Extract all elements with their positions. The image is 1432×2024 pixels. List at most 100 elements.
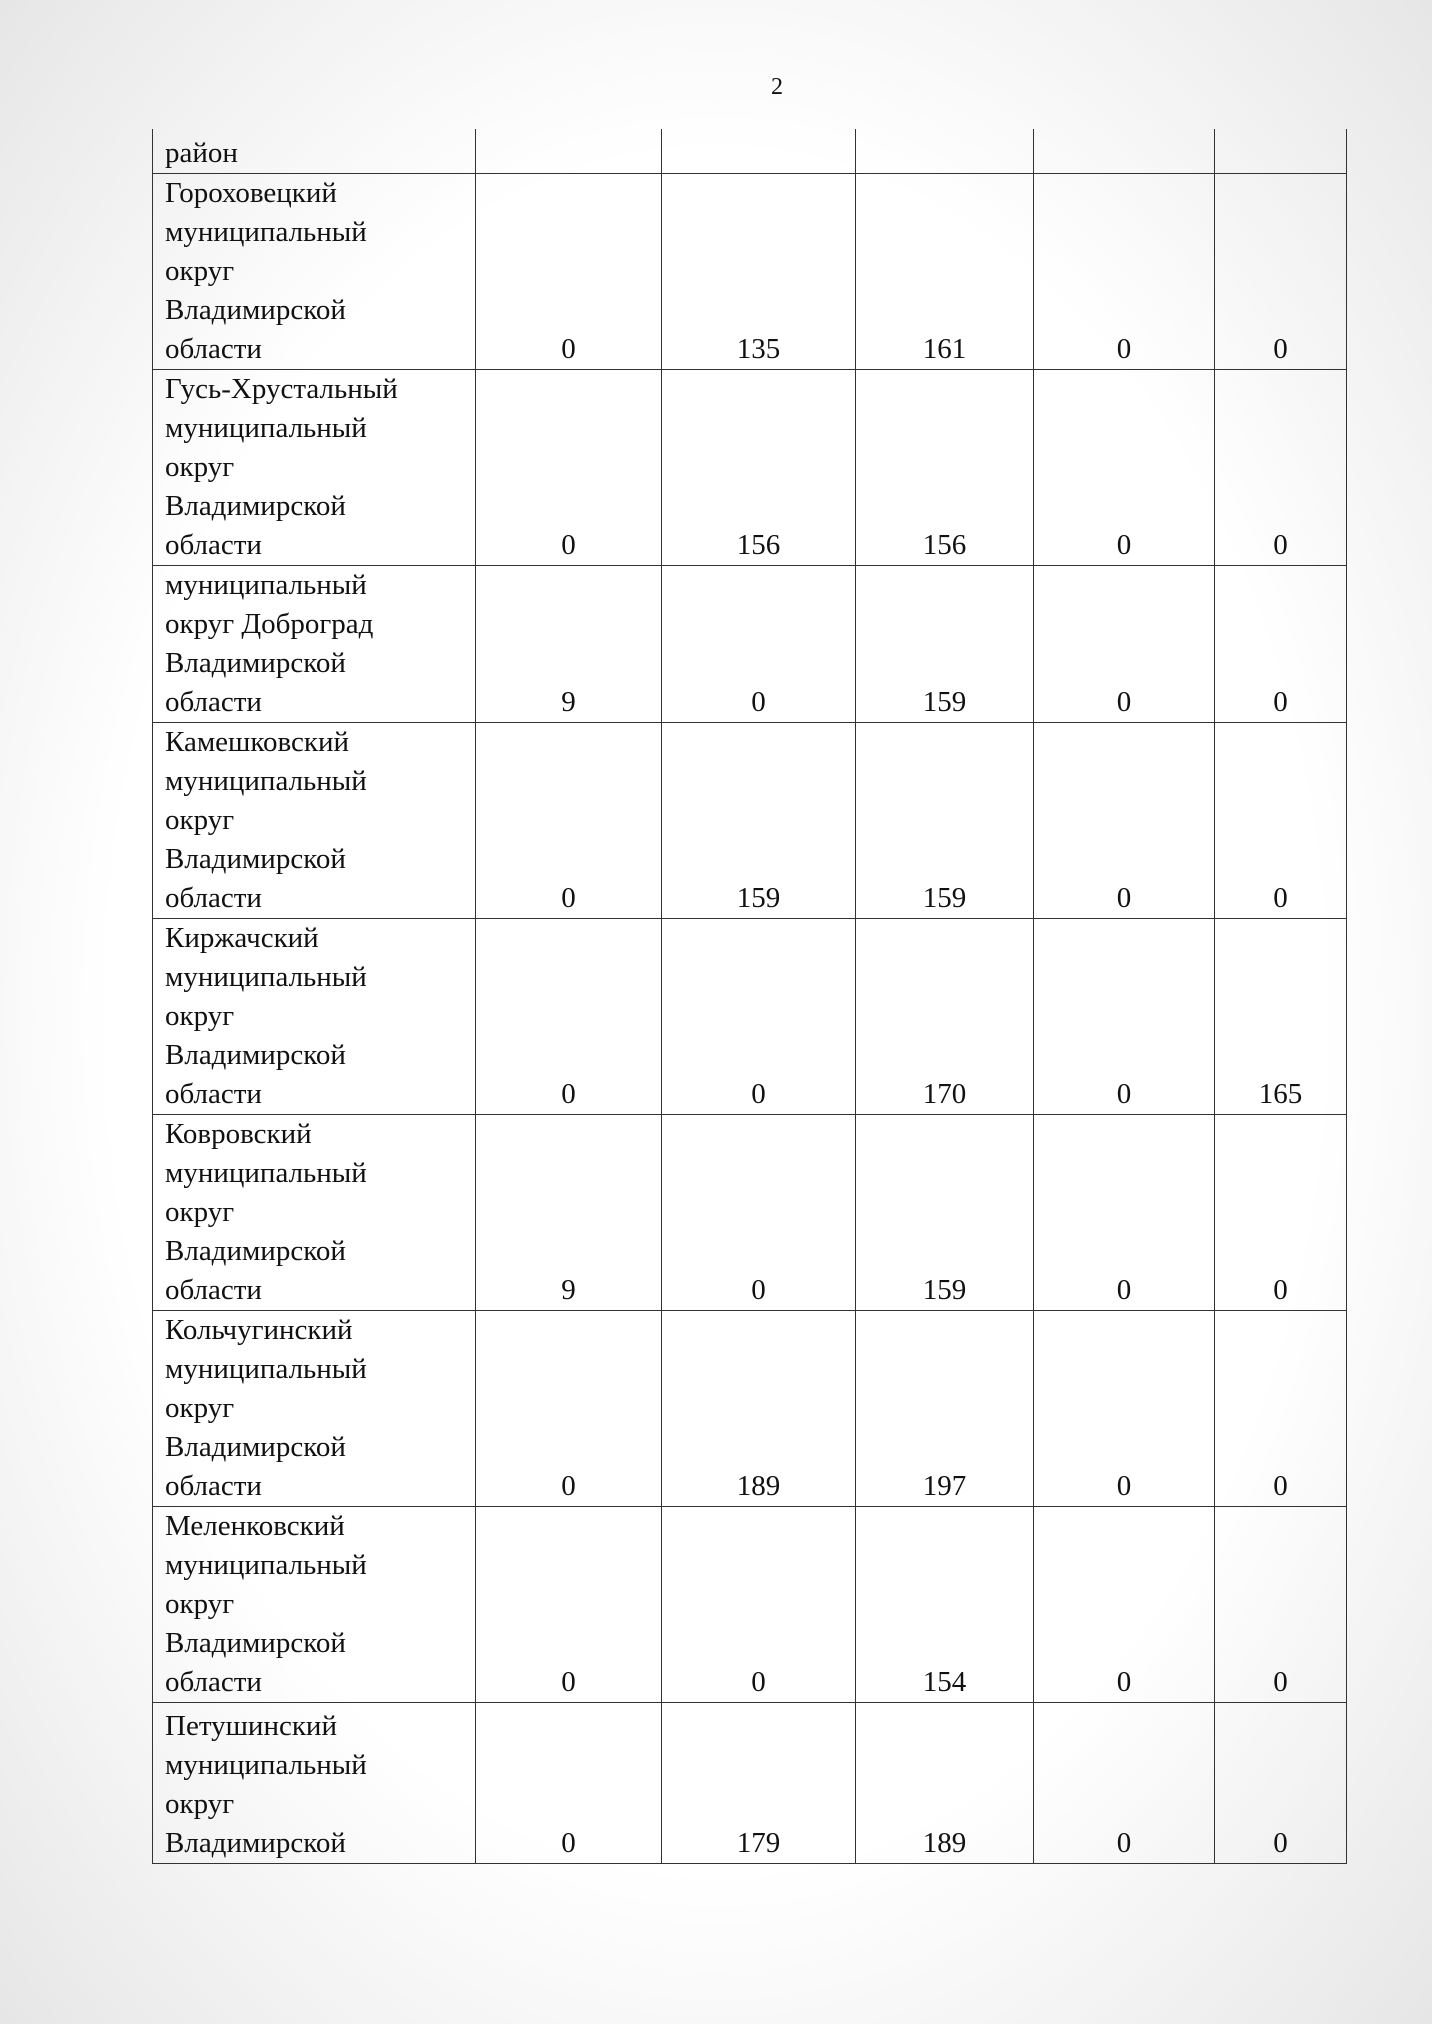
region-line: округ	[165, 999, 235, 1032]
region-line: Владимирской	[165, 489, 346, 522]
table-row: Кольчугинский муниципальный округ Владимирс…	[152, 1309, 1347, 1507]
region-cell: Гороховецкий муниципальный округ Владимирск…	[152, 172, 476, 370]
value-cell: 0	[475, 721, 662, 919]
region-line: области	[165, 332, 262, 365]
region-cell: Петушинский муниципальный округ Владимирско…	[152, 1701, 476, 1864]
region-line: Владимирской	[165, 646, 346, 679]
value-cell: 0	[1214, 172, 1347, 370]
value-cell: 0	[661, 564, 856, 723]
table-row: Меленковский муниципальный округ Владимирск…	[152, 1505, 1347, 1703]
value-cell: 0	[475, 917, 662, 1115]
value-cell: 0	[1214, 1505, 1347, 1703]
value-cell: 179	[661, 1701, 856, 1864]
value-cell: 9	[475, 564, 662, 723]
region-line: округ	[165, 1391, 235, 1424]
value-cell: 0	[1214, 564, 1347, 723]
region-line: Киржачский	[165, 921, 319, 954]
table-row: Камешковский муниципальный округ Владимирск…	[152, 721, 1347, 919]
value-cell: 0	[475, 172, 662, 370]
region-line: Меленковский	[165, 1509, 345, 1542]
region-line: округ Доброград	[165, 607, 374, 640]
value-cell: 0	[1033, 917, 1215, 1115]
value-cell: 165	[1214, 917, 1347, 1115]
region-line: район	[165, 136, 238, 169]
region-cell: муниципальный округ Доброград Владимирской…	[152, 564, 476, 723]
value-cell: 0	[1033, 1113, 1215, 1311]
region-line: округ	[165, 1195, 235, 1228]
value-cell: 0	[475, 368, 662, 566]
region-line: области	[165, 1077, 262, 1110]
value-cell: 189	[661, 1309, 856, 1507]
value-cell: 0	[1033, 368, 1215, 566]
region-cell: Гусь-Хрустальный муниципальный округ Владим…	[152, 368, 476, 566]
value-cell: 0	[1214, 1309, 1347, 1507]
value-cell: 159	[855, 1113, 1034, 1311]
region-line: Владимирской	[165, 842, 346, 875]
region-cell: Ковровский муниципальный округ Владимирской…	[152, 1113, 476, 1311]
region-line: области	[165, 1665, 262, 1698]
region-line: Владимирской	[165, 1234, 346, 1267]
region-cell: район	[152, 129, 476, 174]
value-cell: 0	[1214, 368, 1347, 566]
region-cell: Меленковский муниципальный округ Владимирск…	[152, 1505, 476, 1703]
region-line: округ	[165, 803, 235, 836]
region-line: области	[165, 528, 262, 561]
value-cell: 0	[475, 1309, 662, 1507]
table-row: Петушинский муниципальный округ Владимирско…	[152, 1701, 1347, 1864]
value-cell: 0	[1214, 1701, 1347, 1864]
value-cell: 0	[1033, 564, 1215, 723]
value-cell: 170	[855, 917, 1034, 1115]
region-line: Владимирской	[165, 1626, 346, 1659]
value-cell: 0	[1033, 721, 1215, 919]
region-line: округ	[165, 1787, 235, 1820]
value-cell	[475, 129, 662, 174]
region-line: Кольчугинский	[165, 1313, 353, 1346]
region-line: округ	[165, 450, 235, 483]
value-cell: 0	[1033, 1505, 1215, 1703]
region-line: муниципальный	[165, 764, 367, 797]
region-line: области	[165, 685, 262, 718]
value-cell: 0	[1033, 1309, 1215, 1507]
region-line: Владимирской	[165, 293, 346, 326]
value-cell: 0	[1033, 172, 1215, 370]
value-cell: 161	[855, 172, 1034, 370]
value-cell: 0	[661, 1505, 856, 1703]
region-line: Владимирской	[165, 1430, 346, 1463]
table-row: муниципальный округ Доброград Владимирской…	[152, 564, 1347, 723]
region-line: Петушинский	[165, 1709, 337, 1742]
region-line: муниципальный	[165, 568, 367, 601]
region-line: округ	[165, 1587, 235, 1620]
value-cell: 159	[855, 564, 1034, 723]
region-line: Ковровский	[165, 1117, 312, 1150]
region-line: Владимирской	[165, 1038, 346, 1071]
region-line: муниципальный	[165, 1748, 367, 1781]
table-row: Гороховецкий муниципальный округ Владимирск…	[152, 172, 1347, 370]
value-cell: 159	[855, 721, 1034, 919]
value-cell	[1033, 129, 1215, 174]
table-row: район	[152, 129, 1347, 174]
region-line: Гороховецкий	[165, 176, 337, 209]
value-cell: 197	[855, 1309, 1034, 1507]
value-cell: 0	[1033, 1701, 1215, 1864]
region-line: Камешковский	[165, 725, 350, 758]
value-cell	[1214, 129, 1347, 174]
value-cell: 189	[855, 1701, 1034, 1864]
value-cell: 0	[475, 1701, 662, 1864]
region-line: области	[165, 1469, 262, 1502]
table-row: Киржачский муниципальный округ Владимирской…	[152, 917, 1347, 1115]
table-row: Ковровский муниципальный округ Владимирской…	[152, 1113, 1347, 1311]
value-cell: 154	[855, 1505, 1034, 1703]
value-cell: 159	[661, 721, 856, 919]
region-cell: Кольчугинский муниципальный округ Владимирс…	[152, 1309, 476, 1507]
value-cell: 0	[661, 1113, 856, 1311]
table-row: Гусь-Хрустальный муниципальный округ Владим…	[152, 368, 1347, 566]
region-cell: Камешковский муниципальный округ Владимирск…	[152, 721, 476, 919]
region-cell: Киржачский муниципальный округ Владимирской…	[152, 917, 476, 1115]
table: район Гороховецкий муниципальный округ Влади…	[152, 129, 1347, 1864]
region-line: муниципальный	[165, 1548, 367, 1581]
region-line: округ	[165, 254, 235, 287]
region-line: муниципальный	[165, 960, 367, 993]
value-cell	[661, 129, 856, 174]
region-line: муниципальный	[165, 1156, 367, 1189]
page-number: 2	[771, 74, 783, 100]
